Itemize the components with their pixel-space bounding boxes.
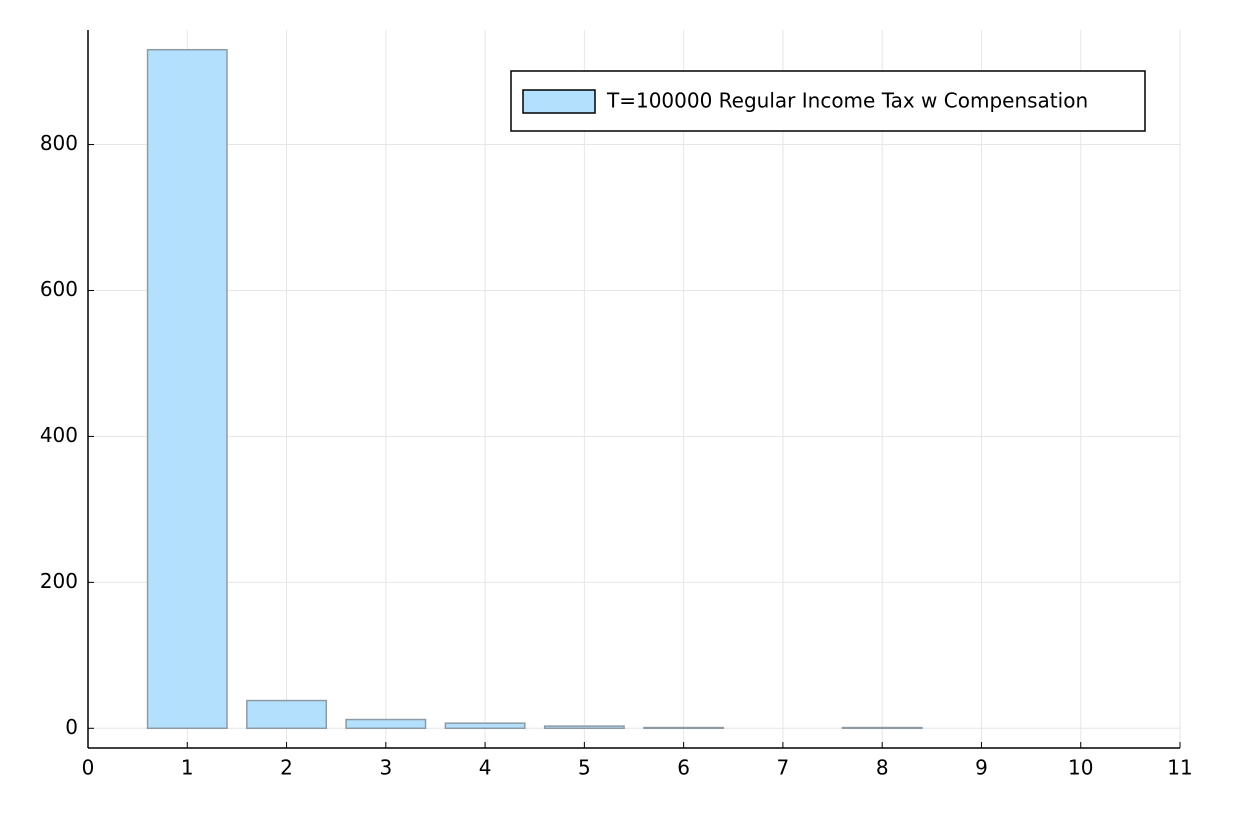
x-tick-label: 6 [677,756,690,780]
bar [345,718,427,730]
x-tick-label: 9 [975,756,988,780]
x-tick-label: 3 [379,756,392,780]
x-tick-label: 11 [1167,756,1192,780]
legend-label: T=100000 Regular Income Tax w Compensati… [606,89,1088,113]
bar [643,726,725,730]
y-tick-label: 800 [40,131,78,155]
x-tick-label: 2 [280,756,293,780]
bar [246,699,328,730]
x-tick-label: 0 [82,756,95,780]
x-tick-label: 1 [181,756,194,780]
x-tick-label: 5 [578,756,591,780]
y-tick-label: 200 [40,569,78,593]
bar [146,48,228,730]
y-tick-label: 0 [65,715,78,739]
bar [444,722,526,730]
x-tick-label: 7 [777,756,790,780]
legend-swatch [522,89,596,114]
bar [543,725,625,730]
x-tick-label: 4 [479,756,492,780]
y-tick-label: 600 [40,277,78,301]
legend-box [510,70,1146,132]
y-tick-label: 400 [40,423,78,447]
x-tick-label: 10 [1068,756,1093,780]
x-tick-label: 8 [876,756,889,780]
bar [841,726,923,730]
